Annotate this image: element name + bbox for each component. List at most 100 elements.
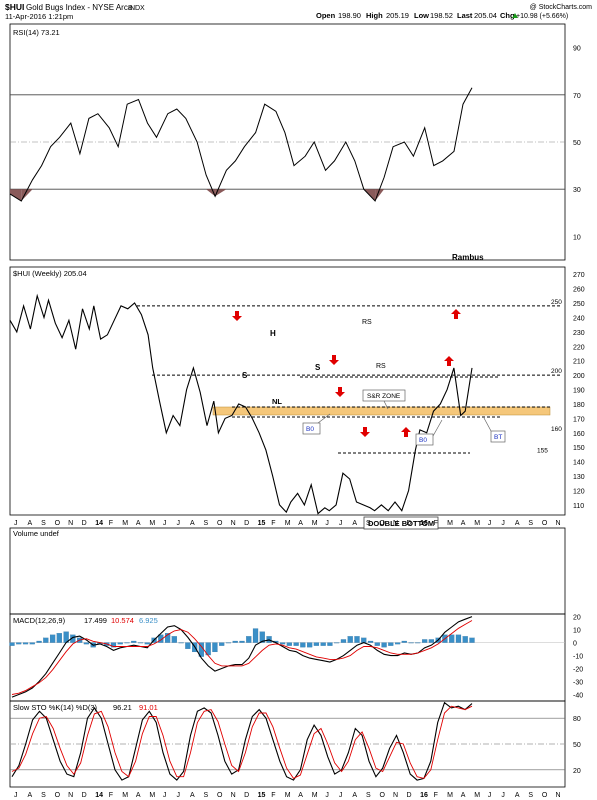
- chart-date: 11-Apr-2016 1:21pm: [5, 12, 73, 21]
- macd-histogram-bar: [117, 642, 123, 645]
- rambus-annotation: Rambus: [452, 253, 484, 262]
- price-tick-label: 170: [573, 416, 585, 423]
- x-axis-tick-label: M: [447, 0, 453, 2]
- x-axis-tick-label: 15: [258, 0, 266, 2]
- x-axis-tick-label: A: [515, 0, 520, 2]
- x-axis-tick-label: J: [14, 792, 18, 799]
- x-axis-tick-label: M: [474, 520, 480, 527]
- macd-histogram-bar: [49, 634, 56, 643]
- chg-value: +10.98 (+5.66%): [516, 13, 568, 20]
- x-axis-tick-label: S: [41, 792, 46, 799]
- macd-histogram-bar: [347, 636, 353, 643]
- x-axis-tick-label: O: [379, 792, 385, 799]
- volume-label: Volume undef: [13, 529, 60, 538]
- x-axis-tick-label: J: [501, 792, 505, 799]
- macd-histogram-bar: [293, 642, 299, 646]
- x-axis-tick-label: A: [190, 0, 195, 2]
- x-axis-tick-label: A: [515, 520, 520, 527]
- x-axis-tick-label: J: [176, 0, 180, 2]
- x-axis-tick-label: A: [461, 520, 466, 527]
- b0-left-callout: B0: [302, 413, 331, 435]
- open-value: 198.90: [338, 11, 361, 20]
- x-axis-tick-label: A: [136, 0, 141, 2]
- x-axis-tick-label: O: [217, 792, 223, 799]
- x-axis-tick-label: O: [55, 520, 61, 527]
- level-label-250: 250: [551, 299, 562, 306]
- macd-histogram-bar: [239, 640, 245, 643]
- macd-histogram-bar: [415, 642, 421, 644]
- x-axis-tick-label: J: [325, 792, 329, 799]
- x-axis-price: J A S O N D 14 F M A M J J A S O N D 15 F M A M J J A S O N D 16 F M A M J J…: [14, 520, 561, 527]
- bt-callout: BT: [483, 417, 506, 443]
- stochastic-d-line: [11, 705, 473, 779]
- rs-mid-label: RS: [376, 363, 386, 370]
- x-axis-tick-label: J: [163, 520, 167, 527]
- rsi-tick-label: 70: [573, 93, 581, 100]
- x-axis-tick-label: A: [298, 792, 303, 799]
- x-axis-tick-label: A: [136, 520, 141, 527]
- high-label: High: [366, 11, 383, 20]
- x-axis-tick-label: N: [231, 0, 236, 2]
- macd-histogram-bar: [300, 642, 306, 648]
- x-axis-tick-label: 15: [258, 520, 266, 527]
- exchange-code: INDX: [128, 5, 145, 12]
- red-down-arrow-icon: [329, 355, 339, 365]
- x-axis-tick-label: 14: [95, 0, 103, 2]
- svg-text:B0: B0: [306, 426, 314, 433]
- macd-histogram-bar: [422, 639, 428, 643]
- x-axis-tick-label: F: [109, 792, 113, 799]
- macd-histogram-bar: [29, 642, 35, 645]
- macd-tick-label: 20: [573, 615, 581, 622]
- x-axis-tick-label: M: [285, 792, 291, 799]
- x-axis-tick-label: D: [244, 792, 249, 799]
- macd-histogram-bar: [408, 642, 414, 644]
- stockcharts-watermark: @ StockCharts.com: [530, 4, 593, 11]
- rsi-panel: 90 70 50 30 10 RSI(14) 73.21 Rambus: [9, 28, 581, 262]
- macd-histogram-bar: [428, 639, 435, 643]
- macd-histogram-bar: [354, 636, 360, 643]
- rsi-tick-label: 30: [573, 187, 581, 194]
- volume-panel: Volume undef: [13, 529, 60, 538]
- x-axis-tick-label: S: [204, 520, 209, 527]
- macd-histogram-bar: [9, 642, 15, 646]
- macd-histogram-bar: [279, 642, 286, 645]
- x-axis-tick-label: N: [231, 520, 236, 527]
- x-axis-tick-label: 15: [258, 792, 266, 799]
- sr-zone-callout: S&R ZONE: [362, 389, 406, 410]
- x-axis-tick-label: J: [488, 792, 492, 799]
- macd-histogram-bar: [327, 642, 333, 646]
- x-axis-tick-label: N: [393, 0, 398, 2]
- red-up-arrow-icon: [401, 427, 411, 437]
- x-axis-tick-label: A: [461, 792, 466, 799]
- x-axis-tick-label: 14: [95, 792, 103, 799]
- macd-histogram: [9, 628, 475, 657]
- x-axis-tick-label: J: [488, 0, 492, 2]
- x-axis-tick-label: J: [488, 520, 492, 527]
- last-value: 205.04: [474, 11, 497, 20]
- price-tick-label: 150: [573, 445, 585, 452]
- x-axis-tick-label: 16: [420, 520, 428, 527]
- x-axis-tick-label: O: [379, 520, 385, 527]
- rsi-oversold-fill: [375, 189, 385, 201]
- macd-histogram-bar: [178, 642, 184, 644]
- macd-histogram-bar: [232, 640, 238, 643]
- red-down-arrow-icon: [335, 387, 345, 397]
- x-axis-tick-label: O: [55, 0, 61, 2]
- macd-signal-value: 10.574: [111, 616, 134, 625]
- price-label: $HUI (Weekly) 205.04: [13, 269, 87, 278]
- high-value: 205.19: [386, 11, 409, 20]
- price-tick-label: 260: [573, 287, 585, 294]
- macd-tick-label: 0: [573, 641, 577, 648]
- stochastic-d-value: 91.01: [139, 703, 158, 712]
- chart-header: $HUI Gold Bugs Index - NYSE Arca INDX 11…: [5, 2, 592, 21]
- x-axis-tick-label: A: [28, 0, 33, 2]
- macd-histogram-bar: [455, 634, 462, 643]
- red-down-arrow-icon: [232, 311, 242, 321]
- x-axis-tick-label: M: [285, 0, 291, 2]
- macd-histogram-bar: [56, 633, 62, 643]
- x-axis-tick-label: D: [244, 520, 249, 527]
- x-axis-tick-label: S: [528, 0, 533, 2]
- stochastic-tick-label: 50: [573, 742, 581, 749]
- x-axis-tick-label: S: [528, 792, 533, 799]
